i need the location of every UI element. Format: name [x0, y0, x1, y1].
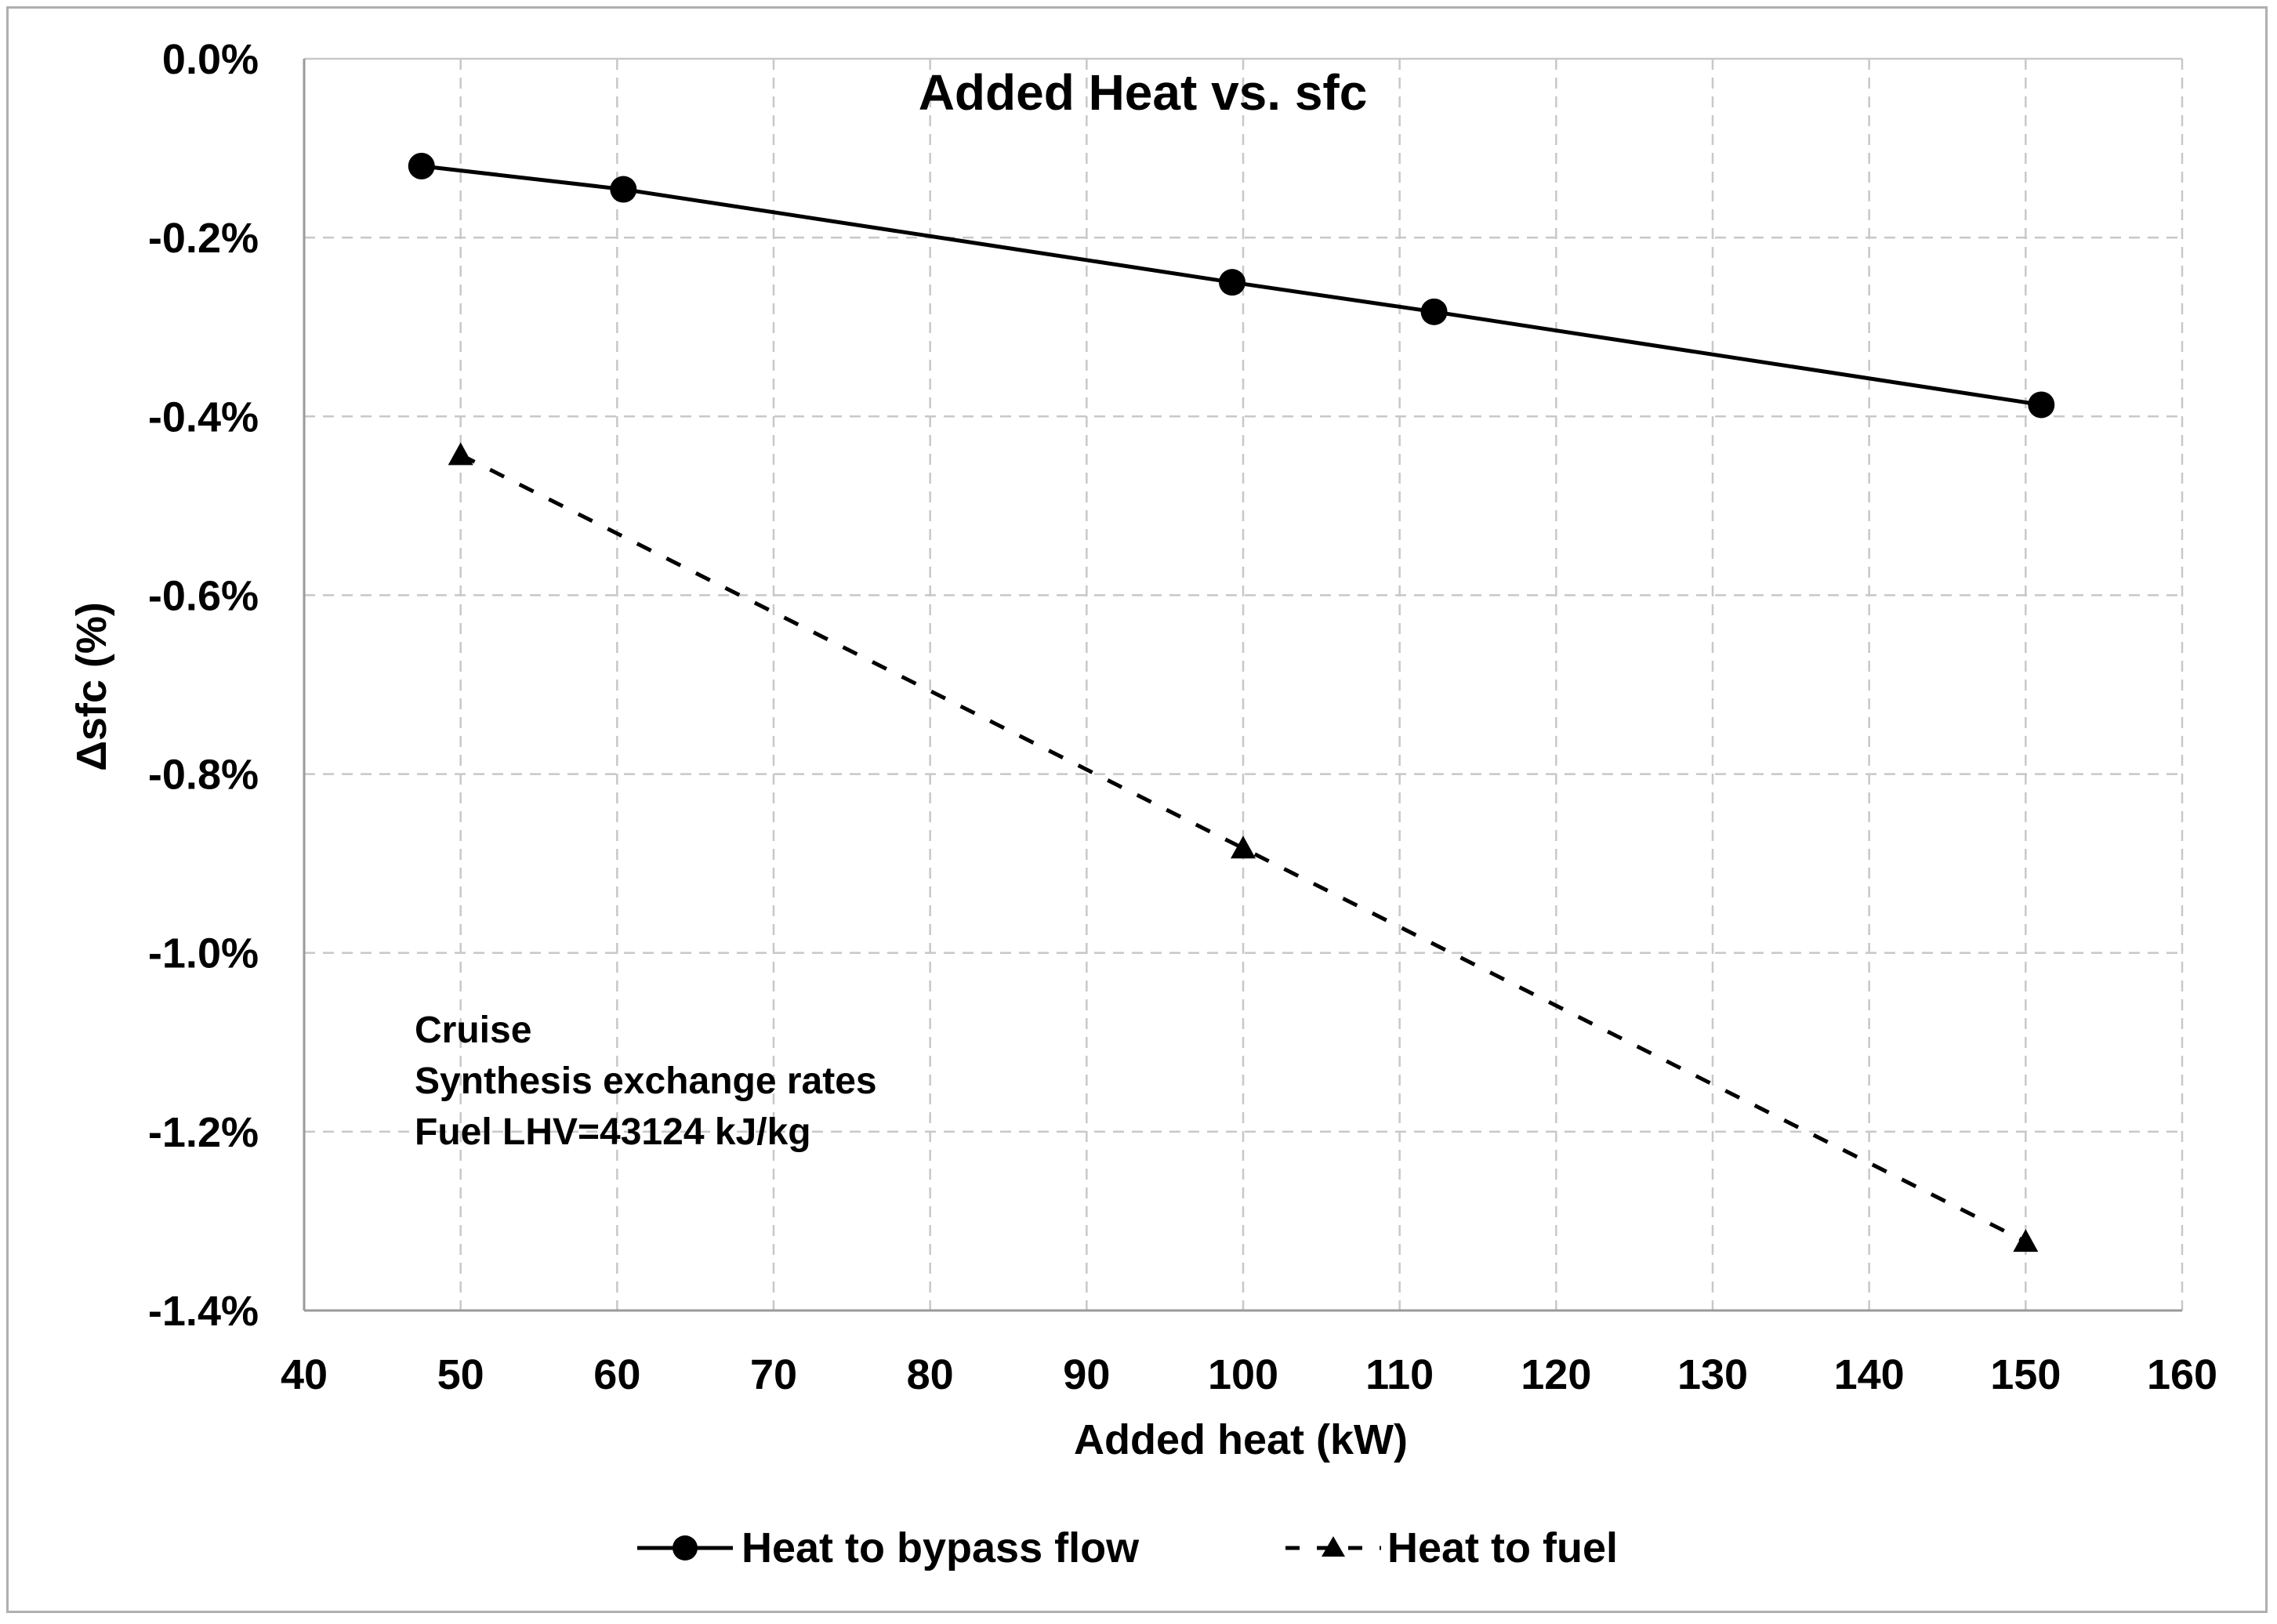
- data-point-circle: [1420, 298, 1448, 325]
- data-point-circle: [1219, 269, 1246, 296]
- chart-frame: [6, 6, 2268, 1613]
- x-axis-label: Added heat (kW): [1074, 1416, 1408, 1463]
- legend: Heat to bypass flow Heat to fuel: [637, 1524, 1618, 1571]
- x-tick-label: 110: [1365, 1351, 1434, 1398]
- y-tick-label: -0.6%: [148, 572, 259, 619]
- series-line-fuel: [459, 453, 2027, 1244]
- y-tick-label: -1.0%: [148, 930, 259, 977]
- x-tick-label: 160: [2147, 1351, 2217, 1398]
- y-axis-label: Δsfc (%): [68, 602, 115, 771]
- annotation-line: Cruise: [415, 1010, 531, 1051]
- y-tick-label: 0.0%: [162, 36, 259, 83]
- grid: [304, 57, 2184, 1312]
- data-point-triangle: [1231, 836, 1256, 859]
- y-tick-label: -0.2%: [148, 215, 259, 262]
- x-tick-label: 150: [1990, 1351, 2061, 1398]
- x-tick-label: 90: [1063, 1351, 1110, 1398]
- data-point-circle: [610, 176, 637, 203]
- y-tick-label: -0.8%: [148, 752, 259, 799]
- series: [408, 152, 2055, 1252]
- y-tick-label: -1.4%: [148, 1288, 259, 1335]
- x-tick-label: 50: [437, 1351, 484, 1398]
- annotation-line: Synthesis exchange rates: [415, 1060, 877, 1102]
- data-point-circle: [408, 152, 435, 179]
- legend-item-bypass: Heat to bypass flow: [637, 1524, 1140, 1571]
- x-tick-label: 140: [1834, 1351, 1905, 1398]
- x-tick-label: 80: [907, 1351, 954, 1398]
- annotation-block: Cruise Synthesis exchange rates Fuel LHV…: [415, 1010, 877, 1153]
- x-tick-label: 40: [281, 1351, 328, 1398]
- data-point-triangle: [2013, 1229, 2039, 1252]
- legend-marker-circle: [673, 1535, 698, 1561]
- legend-label: Heat to bypass flow: [741, 1524, 1140, 1571]
- chart-title: Added Heat vs. sfc: [919, 64, 1368, 121]
- legend-item-fuel: Heat to fuel: [1285, 1524, 1618, 1571]
- x-tick-label: 60: [593, 1351, 640, 1398]
- legend-marker-triangle: [1322, 1536, 1345, 1557]
- x-tick-label: 100: [1208, 1351, 1278, 1398]
- x-tick-label: 130: [1677, 1351, 1748, 1398]
- annotation-line: Fuel LHV=43124 kJ/kg: [415, 1111, 811, 1153]
- y-tick-label: -0.4%: [148, 393, 259, 440]
- x-tick-label: 120: [1521, 1351, 1591, 1398]
- legend-label: Heat to fuel: [1387, 1524, 1618, 1571]
- data-point-triangle: [448, 442, 473, 466]
- data-point-circle: [2028, 391, 2055, 419]
- axes: 40 50 60 70 80 90 100 110 120 130 140 150 160 0.0% -0.…: [148, 36, 2217, 1398]
- x-tick-label: 70: [750, 1351, 797, 1398]
- y-tick-label: -1.2%: [148, 1109, 259, 1156]
